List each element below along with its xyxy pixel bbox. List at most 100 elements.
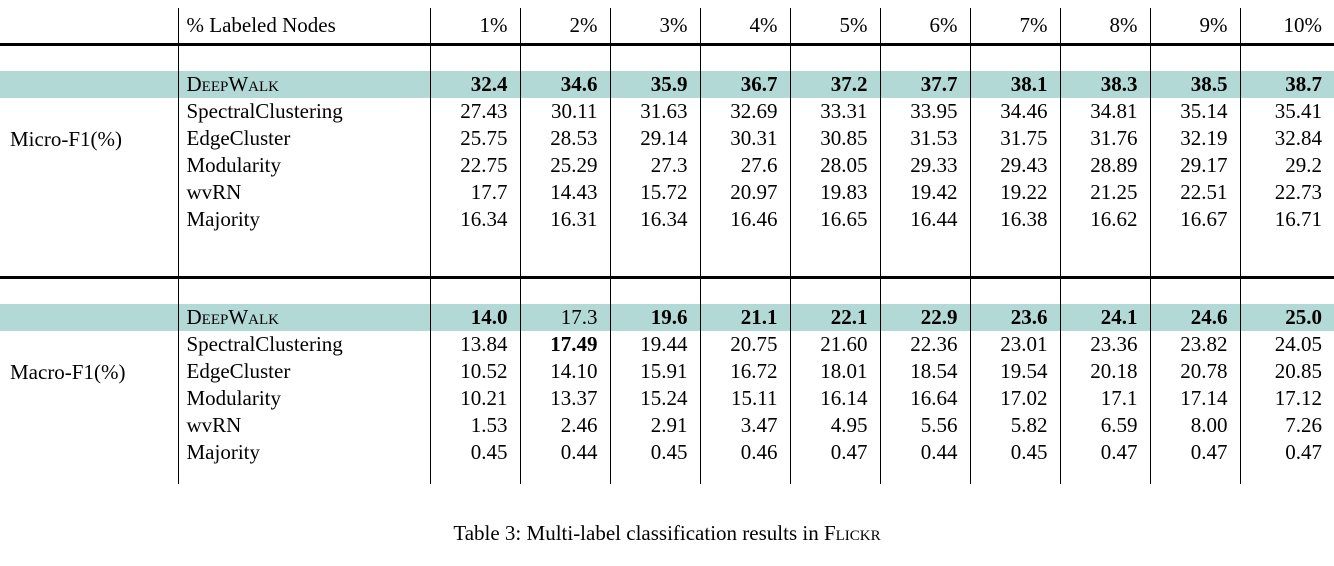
extension-cell <box>969 466 1060 484</box>
spacer-cell <box>177 44 430 71</box>
results-table: % Labeled Nodes 1% 2% 3% 4% 5% 6% 7% 8% 9% 10% Micr… <box>0 8 1334 484</box>
method-name: Modularity <box>177 385 430 412</box>
value-cell: 20.18 <box>1059 358 1150 385</box>
header-col-3: 3% <box>609 8 700 46</box>
extension-cell <box>789 466 880 484</box>
method-name: wvRN <box>177 412 430 439</box>
value-cell: 22.9 <box>879 304 970 331</box>
value-cell: 13.37 <box>519 385 610 412</box>
value-cell: 34.46 <box>969 98 1060 125</box>
spacer-cell <box>1239 277 1334 304</box>
header-col-10: 10% <box>1239 8 1334 46</box>
method-name: SpectralClustering <box>177 98 430 125</box>
data-row-spectralclustering: SpectralClustering 13.84 17.49 19.44 20.75 21… <box>0 331 1334 358</box>
spacer-cell <box>969 44 1060 71</box>
value-cell: 17.14 <box>1149 385 1240 412</box>
spacer-cell <box>789 44 880 71</box>
value-cell: 14.43 <box>519 179 610 206</box>
value-cell: 0.46 <box>699 439 790 466</box>
data-row-majority: Majority 16.34 16.31 16.34 16.46 16.65 16.44 16… <box>0 206 1334 233</box>
value-cell: 0.47 <box>789 439 880 466</box>
value-cell: 22.73 <box>1239 179 1334 206</box>
value-cell: 33.95 <box>879 98 970 125</box>
value-cell: 16.71 <box>1239 206 1334 233</box>
value-cell: 28.05 <box>789 152 880 179</box>
spacer-cell <box>789 277 880 304</box>
value-cell: 0.45 <box>609 439 700 466</box>
value-cell: 31.76 <box>1059 125 1150 152</box>
value-cell: 32.19 <box>1149 125 1240 152</box>
value-cell: 29.43 <box>969 152 1060 179</box>
value-cell: 16.14 <box>789 385 880 412</box>
data-row-modularity: Modularity 22.75 25.29 27.3 27.6 28.05 29.33 29… <box>0 152 1334 179</box>
value-cell: 17.12 <box>1239 385 1334 412</box>
method-name: Majority <box>177 439 430 466</box>
value-cell: 0.47 <box>1149 439 1240 466</box>
extension-cell <box>519 466 610 484</box>
value-cell: 8.00 <box>1149 412 1240 439</box>
value-cell: 32.84 <box>1239 125 1334 152</box>
value-cell: 3.47 <box>699 412 790 439</box>
value-cell: 37.2 <box>789 71 880 98</box>
header-col-6: 6% <box>879 8 970 46</box>
value-cell: 6.59 <box>1059 412 1150 439</box>
extension-cell <box>429 466 520 484</box>
value-cell: 25.75 <box>429 125 520 152</box>
value-cell: 0.47 <box>1239 439 1334 466</box>
method-name: DeepWalk <box>177 304 430 331</box>
table-caption: Table 3: Multi-label classification resu… <box>0 521 1334 546</box>
value-cell: 14.10 <box>519 358 610 385</box>
value-cell: 18.54 <box>879 358 970 385</box>
data-row-spectralclustering: SpectralClustering 27.43 30.11 31.63 32.69 33… <box>0 98 1334 125</box>
value-cell: 32.69 <box>699 98 790 125</box>
value-cell: 29.14 <box>609 125 700 152</box>
method-name: SpectralClustering <box>177 331 430 358</box>
value-cell: 2.46 <box>519 412 610 439</box>
method-name: Majority <box>177 206 430 233</box>
value-cell: 16.46 <box>699 206 790 233</box>
extension-cell <box>969 233 1060 279</box>
value-cell: 19.22 <box>969 179 1060 206</box>
value-cell: 38.1 <box>969 71 1060 98</box>
spacer-cell <box>1059 44 1150 71</box>
value-cell: 15.11 <box>699 385 790 412</box>
spacer-cell <box>609 44 700 71</box>
extension-cell <box>429 233 520 279</box>
extension-cell <box>609 466 700 484</box>
value-cell: 17.3 <box>519 304 610 331</box>
header-col-8: 8% <box>1059 8 1150 46</box>
data-row-edgecluster: EdgeCluster 25.75 28.53 29.14 30.31 30.85 31.5… <box>0 125 1334 152</box>
extension-cell <box>879 233 970 279</box>
value-cell: 16.34 <box>429 206 520 233</box>
value-cell: 30.11 <box>519 98 610 125</box>
extension-cell <box>177 466 430 484</box>
value-cell: 22.75 <box>429 152 520 179</box>
value-cell: 7.26 <box>1239 412 1334 439</box>
method-name: wvRN <box>177 179 430 206</box>
value-cell: 29.17 <box>1149 152 1240 179</box>
extension-cell <box>0 233 178 279</box>
value-cell: 4.95 <box>789 412 880 439</box>
value-cell: 38.7 <box>1239 71 1334 98</box>
spacer-cell <box>519 44 610 71</box>
data-row-deepwalk: DeepWalk 32.4 34.6 35.9 36.7 37.2 37.7 38.1 38.3… <box>0 71 1334 98</box>
metric-label-macro-f1: Macro-F1(%) <box>10 359 126 384</box>
value-cell: 31.63 <box>609 98 700 125</box>
extension-cell <box>789 233 880 279</box>
spacer-cell <box>1239 44 1334 71</box>
extension-cell <box>609 233 700 279</box>
spacer-cell <box>969 277 1060 304</box>
value-cell: 0.45 <box>969 439 1060 466</box>
value-cell: 19.83 <box>789 179 880 206</box>
spacer-cell <box>609 277 700 304</box>
value-cell: 31.53 <box>879 125 970 152</box>
header-col-9: 9% <box>1149 8 1240 46</box>
value-cell: 21.60 <box>789 331 880 358</box>
method-name: EdgeCluster <box>177 125 430 152</box>
value-cell: 22.1 <box>789 304 880 331</box>
value-cell: 34.81 <box>1059 98 1150 125</box>
value-cell: 0.44 <box>879 439 970 466</box>
value-cell: 13.84 <box>429 331 520 358</box>
extension-cell <box>519 233 610 279</box>
